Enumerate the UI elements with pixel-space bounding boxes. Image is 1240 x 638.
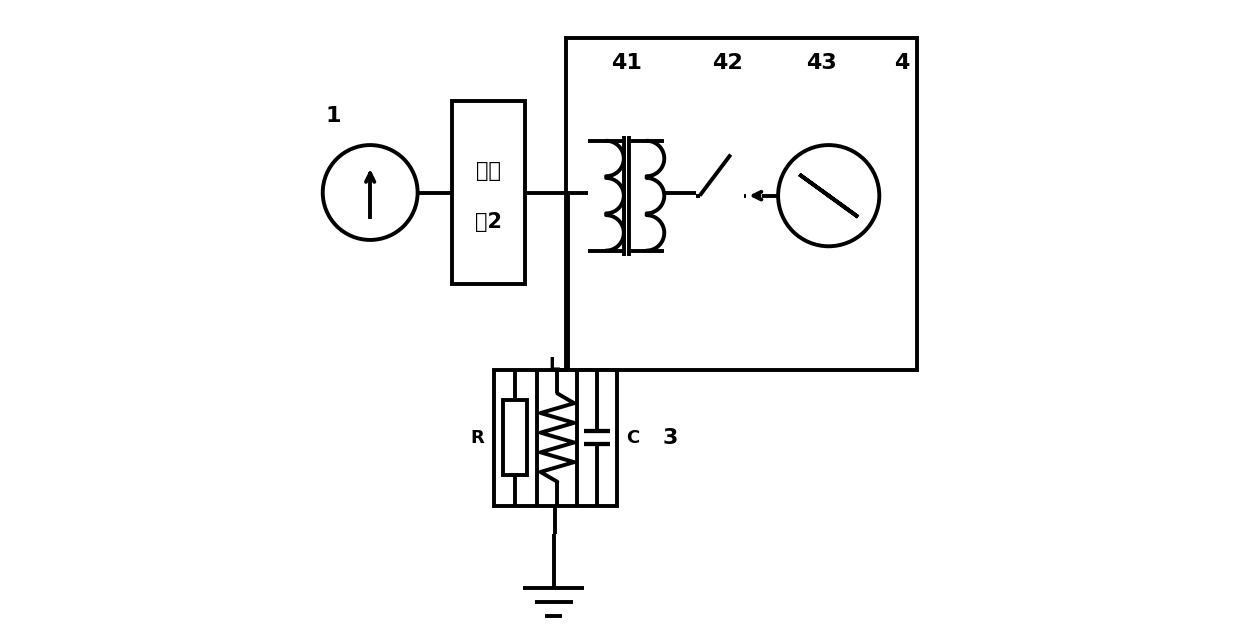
Bar [494, 369, 616, 505]
Text: 42: 42 [712, 54, 743, 73]
Text: R: R [471, 429, 485, 447]
Bar [453, 101, 525, 284]
Bar [567, 38, 918, 369]
Text: 43: 43 [806, 54, 837, 73]
Text: C: C [626, 429, 640, 447]
Circle shape [779, 145, 879, 246]
Text: 1: 1 [326, 106, 341, 126]
Text: L: L [548, 357, 559, 375]
Text: 逆变: 逆变 [476, 161, 501, 181]
Text: 4: 4 [894, 54, 910, 73]
Text: 3: 3 [663, 427, 678, 448]
Text: 器2: 器2 [475, 212, 502, 232]
Text: 41: 41 [611, 54, 642, 73]
Bar [503, 400, 527, 475]
